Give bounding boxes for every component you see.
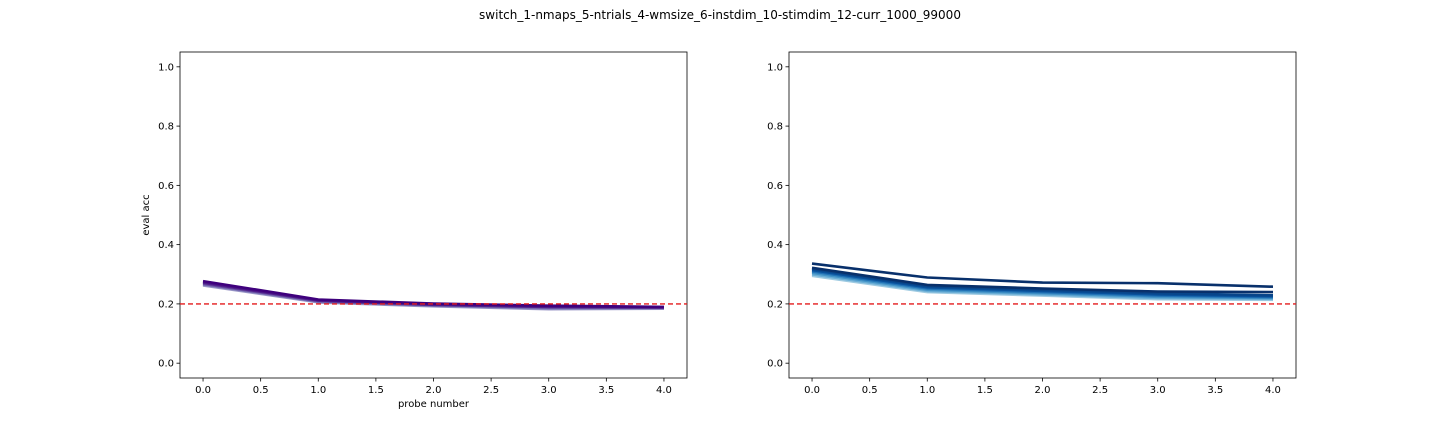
y-tick-label: 0.4 (767, 240, 783, 251)
right-subplot: 0.0 0.5 1.0 1.5 2.0 2.5 3.0 3.5 4.0 0.0 0.2 0.4 0.6 0… (767, 51, 1297, 396)
y-tick-label: 0.8 (158, 122, 174, 133)
x-tick-label: 1.5 (368, 385, 384, 396)
y-tick-label: 0.0 (158, 359, 174, 370)
x-tick-label: 0.0 (804, 385, 820, 396)
x-tick-label: 0.5 (862, 385, 878, 396)
x-tick-label: 2.5 (1092, 385, 1108, 396)
y-tick-label: 0.2 (158, 299, 174, 310)
x-tick-label: 3.0 (541, 385, 557, 396)
axes-frame (179, 51, 688, 379)
x-tick-label: 2.0 (1035, 385, 1051, 396)
series-line (811, 262, 1274, 288)
x-tick-label: 1.0 (919, 385, 935, 396)
y-tick-label: 0.6 (767, 181, 783, 192)
y-axis-label: eval acc (141, 194, 152, 235)
x-tick-label: 3.0 (1150, 385, 1166, 396)
x-tick-label: 1.0 (310, 385, 326, 396)
y-tick-label: 1.0 (767, 62, 783, 73)
series-line (202, 279, 665, 309)
x-tick-label: 2.5 (483, 385, 499, 396)
y-tick-label: 0.2 (767, 299, 783, 310)
series-line (811, 266, 1274, 294)
y-tick-label: 0.6 (158, 181, 174, 192)
x-tick-label: 2.0 (426, 385, 442, 396)
x-tick-label: 3.5 (1207, 385, 1223, 396)
left-subplot: 0.0 0.5 1.0 1.5 2.0 2.5 3.0 3.5 4.0 0.0 0.2 0.4 0.6 0… (141, 51, 688, 410)
x-tick-label: 1.5 (977, 385, 993, 396)
x-tick-label: 0.0 (195, 385, 211, 396)
figure-title: switch_1-nmaps_5-ntrials_4-wmsize_6-inst… (479, 8, 961, 22)
x-tick-label: 4.0 (1265, 385, 1281, 396)
x-axis-label: probe number (398, 399, 470, 410)
axes-frame (788, 51, 1297, 379)
y-tick-label: 1.0 (158, 62, 174, 73)
x-tick-label: 0.5 (253, 385, 269, 396)
x-tick-label: 3.5 (598, 385, 614, 396)
x-tick-label: 4.0 (656, 385, 672, 396)
y-tick-label: 0.8 (767, 122, 783, 133)
y-tick-label: 0.0 (767, 359, 783, 370)
y-tick-label: 0.4 (158, 240, 174, 251)
